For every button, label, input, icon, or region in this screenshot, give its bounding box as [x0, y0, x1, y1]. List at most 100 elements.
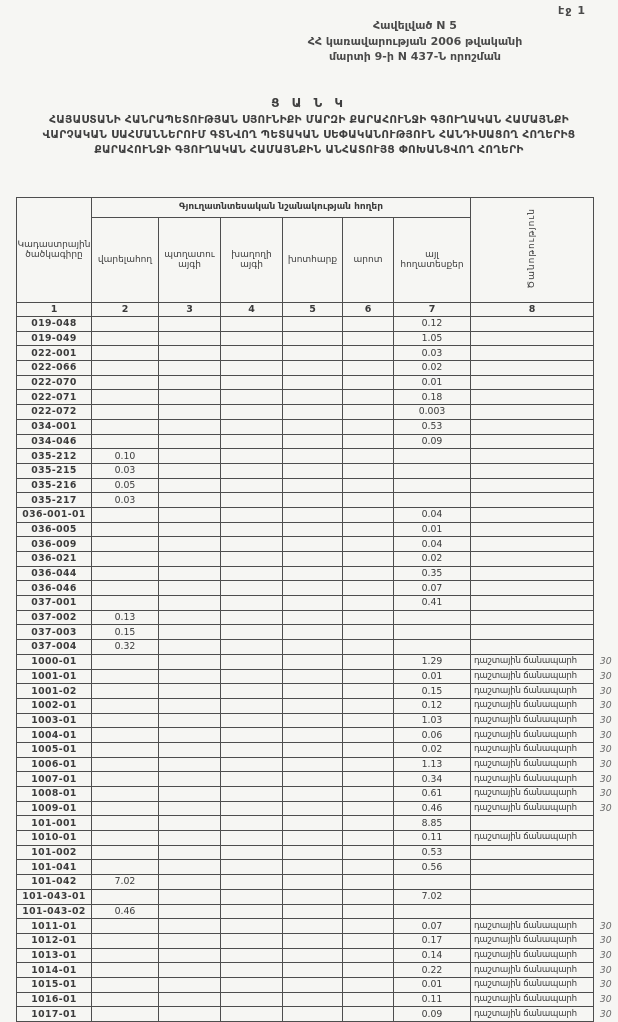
document-title-body: ՀԱՅԱՍՏԱՆԻ ՀԱՆՐԱՊԵՏՈՒԹՅԱՆ ՍՅՈՒՆԻՔԻ ՄԱՐԶԻ … — [42, 114, 576, 156]
cell-vineyard — [220, 492, 283, 508]
cell-note — [470, 360, 594, 376]
cell-pasture — [342, 609, 394, 626]
margin-mark — [594, 860, 618, 875]
cell-cadastral-code: 035-215 — [16, 462, 92, 479]
cell-note — [470, 477, 594, 494]
cell-cadastral-code: 1016-01 — [16, 991, 92, 1008]
margin-mark: 30 — [599, 656, 612, 668]
cell-cadastral-code: 036-046 — [16, 580, 92, 597]
cell-orchard — [158, 448, 221, 464]
margin-mark — [594, 390, 618, 405]
table-row: 036-005 0.01 — [16, 521, 618, 538]
cell-orchard — [158, 374, 221, 391]
cell-orchard — [158, 389, 221, 406]
cell-vineyard — [220, 756, 283, 773]
cell-arable — [91, 580, 159, 597]
cell-cadastral-code: 1001-02 — [16, 683, 92, 699]
cell-vineyard — [220, 1006, 283, 1022]
cell-vineyard — [220, 404, 283, 420]
margin-mark — [594, 449, 618, 464]
scanned-document-page: էջ 1 Հավելված N 5 ՀՀ կառավարության 2006 … — [16, 4, 612, 1022]
table-row: 101-042 7.02 — [16, 874, 618, 890]
cell-arable — [91, 771, 159, 787]
cell-hayfield — [282, 771, 343, 787]
cell-other-lands: 0.34 — [393, 771, 471, 787]
cell-cadastral-code: 022-072 — [16, 404, 92, 420]
cell-vineyard — [220, 947, 283, 964]
cell-vineyard — [220, 697, 283, 714]
cell-hayfield — [282, 697, 343, 714]
column-number: 8 — [470, 302, 594, 317]
cell-arable — [91, 859, 159, 876]
cell-cadastral-code: 036-021 — [16, 551, 92, 567]
cell-vineyard — [220, 800, 283, 817]
cell-other-lands — [393, 462, 471, 479]
cell-arable — [91, 786, 159, 802]
cell-arable — [91, 360, 159, 376]
column-number: 4 — [220, 302, 283, 317]
cell-cadastral-code: 1006-01 — [16, 756, 92, 773]
cell-cadastral-code: 101-042 — [16, 874, 92, 890]
column-number: 3 — [158, 302, 221, 317]
cell-vineyard — [220, 771, 283, 787]
cell-arable — [91, 712, 159, 729]
cell-hayfield — [282, 991, 343, 1008]
margin-mark — [594, 875, 618, 890]
margin-mark: 30 — [599, 949, 612, 961]
cell-vineyard — [220, 316, 283, 332]
cell-pasture — [342, 506, 394, 523]
cell-note — [470, 815, 594, 832]
cell-orchard — [158, 991, 221, 1008]
margin-mark: 30 — [599, 700, 612, 712]
table-row: 035-212 0.10 — [16, 448, 618, 464]
cell-arable: 0.46 — [91, 903, 159, 920]
margin-mark — [594, 522, 618, 537]
cell-arable — [91, 932, 159, 949]
cell-other-lands: 0.11 — [393, 991, 471, 1008]
cell-orchard — [158, 888, 221, 905]
cell-arable — [91, 668, 159, 685]
cell-vineyard — [220, 859, 283, 876]
cell-pasture — [342, 976, 394, 993]
cell-cadastral-code: 022-070 — [16, 374, 92, 391]
margin-mark — [594, 405, 618, 420]
cell-vineyard — [220, 888, 283, 905]
cell-orchard — [158, 521, 221, 538]
cell-arable: 0.32 — [91, 639, 159, 655]
appendix-header: Հավելված N 5 ՀՀ կառավարության 2006 թվակա… — [250, 18, 580, 64]
cell-hayfield — [282, 374, 343, 391]
margin-mark — [594, 596, 618, 611]
cell-hayfield — [282, 741, 343, 758]
cell-pasture — [342, 786, 394, 802]
cell-hayfield — [282, 976, 343, 993]
table-row: 019-048 0.12 — [16, 316, 618, 332]
margin-mark: 30 — [599, 979, 612, 991]
cell-note: դաշտային ճանապարհ — [470, 991, 594, 1008]
table-row: 035-217 0.03 — [16, 492, 618, 508]
cell-orchard — [158, 360, 221, 376]
margin-mark: 30 — [599, 714, 612, 726]
cell-other-lands: 0.46 — [393, 800, 471, 817]
table-body: 019-048 0.12 019-049 1.05 022-001 0.03 022-066… — [16, 316, 618, 1022]
cell-other-lands: 0.01 — [393, 521, 471, 538]
margin-mark: 30 — [599, 964, 612, 976]
margin-mark — [594, 434, 618, 449]
cell-pasture — [342, 800, 394, 817]
table-row: 1002-01 0.12 դաշտային ճանապարհ 30 — [16, 697, 618, 714]
cell-hayfield — [282, 727, 343, 743]
table-row: 036-044 0.35 — [16, 565, 618, 582]
cell-arable — [91, 374, 159, 391]
cell-note: դաշտային ճանապարհ — [470, 712, 594, 729]
table-row: 1015-01 0.01 դաշտային ճանապարհ 30 — [16, 976, 618, 993]
cell-pasture — [342, 624, 394, 641]
cell-arable: 0.13 — [91, 609, 159, 626]
cell-cadastral-code: 101-001 — [16, 815, 92, 832]
cell-vineyard — [220, 477, 283, 494]
cell-cadastral-code: 019-048 — [16, 316, 92, 332]
cell-orchard — [158, 580, 221, 597]
table-row: 022-072 0.003 — [16, 404, 618, 420]
cell-other-lands — [393, 624, 471, 641]
cell-orchard — [158, 345, 221, 362]
margin-mark: 30 — [599, 729, 612, 741]
cell-vineyard — [220, 874, 283, 890]
